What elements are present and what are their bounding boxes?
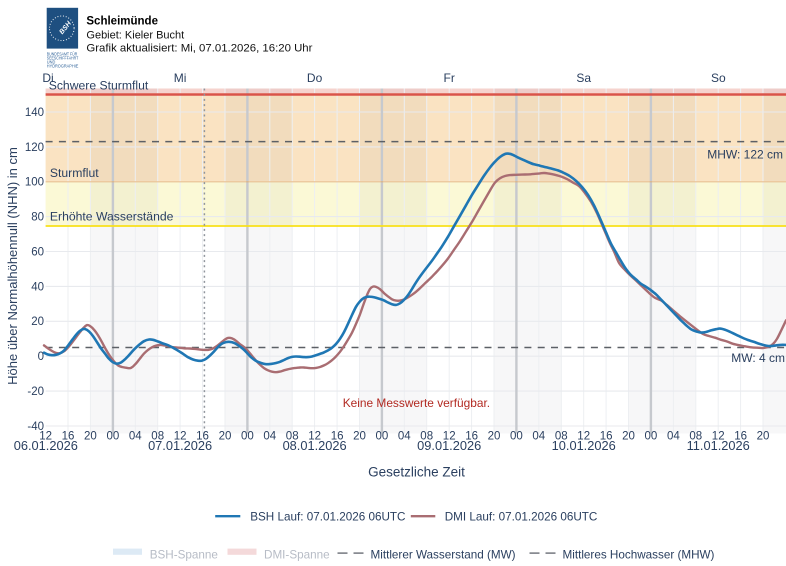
svg-text:12: 12 xyxy=(712,431,725,443)
svg-text:BSH Lauf: 07.01.2026 06UTC: BSH Lauf: 07.01.2026 06UTC xyxy=(250,510,405,523)
svg-text:06.01.2026: 06.01.2026 xyxy=(14,438,78,453)
svg-text:12: 12 xyxy=(308,431,321,443)
svg-text:Gebiet: Kieler Bucht: Gebiet: Kieler Bucht xyxy=(86,29,184,41)
svg-text:Höhe über Normalhöhennull (NHN: Höhe über Normalhöhennull (NHN) in cm xyxy=(5,147,20,385)
svg-text:Mi: Mi xyxy=(174,71,187,85)
svg-text:SEESCHIFFFAHRT: SEESCHIFFFAHRT xyxy=(47,55,79,60)
svg-text:100: 100 xyxy=(25,177,44,189)
svg-text:BUNDESAMT FÜR: BUNDESAMT FÜR xyxy=(47,51,78,56)
svg-text:20: 20 xyxy=(757,431,770,443)
svg-text:MHW: 122 cm: MHW: 122 cm xyxy=(707,147,783,161)
svg-text:08: 08 xyxy=(420,431,433,443)
svg-text:20: 20 xyxy=(622,431,635,443)
svg-text:16: 16 xyxy=(465,431,478,443)
svg-text:-20: -20 xyxy=(27,386,44,398)
svg-text:08.01.2026: 08.01.2026 xyxy=(283,438,347,453)
svg-text:20: 20 xyxy=(31,316,44,328)
svg-text:16: 16 xyxy=(331,431,344,443)
svg-text:20: 20 xyxy=(488,431,501,443)
svg-text:Mittleres Hochwasser (MHW): Mittleres Hochwasser (MHW) xyxy=(563,549,715,562)
svg-text:Mittlerer Wasserstand (MW): Mittlerer Wasserstand (MW) xyxy=(371,549,516,562)
svg-text:Schleimünde: Schleimünde xyxy=(86,16,158,28)
svg-text:0: 0 xyxy=(38,351,44,363)
svg-text:08: 08 xyxy=(555,431,568,443)
svg-text:Sa: Sa xyxy=(576,71,591,85)
svg-text:11.01.2026: 11.01.2026 xyxy=(687,438,750,453)
svg-text:16: 16 xyxy=(600,431,613,443)
svg-text:12: 12 xyxy=(174,431,187,443)
svg-text:20: 20 xyxy=(353,431,366,443)
svg-text:Di: Di xyxy=(42,71,53,85)
svg-text:So: So xyxy=(711,71,726,85)
svg-text:08: 08 xyxy=(286,431,299,443)
svg-text:12: 12 xyxy=(577,431,590,443)
svg-text:00: 00 xyxy=(107,431,120,443)
svg-text:Erhöhte Wasserstände: Erhöhte Wasserstände xyxy=(50,210,174,224)
svg-text:04: 04 xyxy=(129,431,142,443)
svg-text:16: 16 xyxy=(734,431,747,443)
svg-text:08: 08 xyxy=(689,431,702,443)
svg-text:00: 00 xyxy=(241,431,254,443)
svg-text:09.01.2026: 09.01.2026 xyxy=(417,438,481,453)
svg-text:20: 20 xyxy=(219,431,232,443)
svg-text:Keine Messwerte verfügbar.: Keine Messwerte verfügbar. xyxy=(343,396,490,410)
svg-text:140: 140 xyxy=(25,107,44,119)
svg-text:UND: UND xyxy=(47,60,56,65)
svg-text:00: 00 xyxy=(376,431,389,443)
svg-text:MW: 4 cm: MW: 4 cm xyxy=(731,351,785,365)
svg-text:04: 04 xyxy=(398,431,411,443)
svg-text:120: 120 xyxy=(25,142,44,154)
svg-text:Do: Do xyxy=(307,71,323,85)
svg-text:HYDROGRAPHIE: HYDROGRAPHIE xyxy=(47,64,79,69)
svg-text:08: 08 xyxy=(151,431,164,443)
svg-text:16: 16 xyxy=(62,431,75,443)
svg-text:00: 00 xyxy=(645,431,658,443)
svg-text:40: 40 xyxy=(31,281,44,293)
svg-text:04: 04 xyxy=(263,431,276,443)
svg-text:16: 16 xyxy=(196,431,209,443)
svg-text:Fr: Fr xyxy=(444,71,455,85)
svg-text:07.01.2026: 07.01.2026 xyxy=(148,438,212,453)
svg-text:-40: -40 xyxy=(27,421,44,433)
svg-text:00: 00 xyxy=(510,431,523,443)
svg-text:04: 04 xyxy=(667,431,680,443)
svg-text:Gesetzliche Zeit: Gesetzliche Zeit xyxy=(368,465,465,480)
svg-text:10.01.2026: 10.01.2026 xyxy=(552,438,616,453)
svg-text:60: 60 xyxy=(31,246,44,258)
svg-text:04: 04 xyxy=(532,431,545,443)
svg-text:Schwere Sturmflut: Schwere Sturmflut xyxy=(49,78,149,92)
svg-text:12: 12 xyxy=(443,431,456,443)
svg-text:20: 20 xyxy=(84,431,97,443)
svg-text:DMI-Spanne: DMI-Spanne xyxy=(264,549,330,562)
svg-text:12: 12 xyxy=(39,431,52,443)
svg-text:BSH-Spanne: BSH-Spanne xyxy=(150,549,218,562)
svg-text:Grafik aktualisiert: Mi, 07.01: Grafik aktualisiert: Mi, 07.01.2026, 16:… xyxy=(86,42,312,54)
svg-text:DMI Lauf: 07.01.2026 06UTC: DMI Lauf: 07.01.2026 06UTC xyxy=(445,510,598,523)
svg-text:Sturmflut: Sturmflut xyxy=(50,166,99,180)
svg-text:80: 80 xyxy=(31,212,44,224)
